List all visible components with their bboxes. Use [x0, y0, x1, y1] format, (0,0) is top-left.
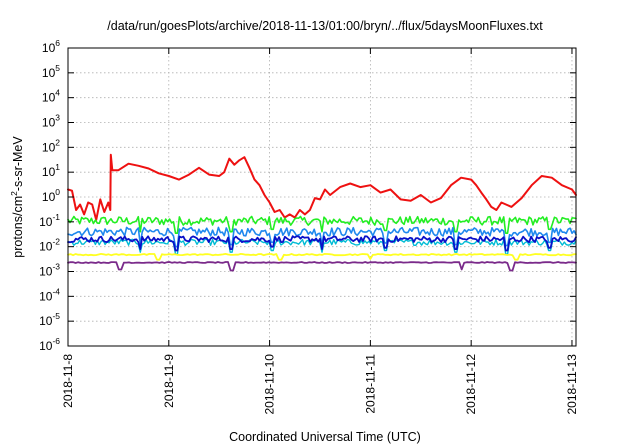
y-tick-label: 106 — [42, 38, 60, 55]
y-tick-label-base: 10 — [42, 66, 56, 80]
y-tick-label-base: 10 — [42, 91, 56, 105]
y-tick-label-exponent: 1 — [55, 162, 60, 172]
y-tick-label-base: 10 — [42, 165, 56, 179]
y-tick-label-exponent: -3 — [52, 262, 60, 272]
x-tick-label: 2018-11-9 — [162, 354, 176, 408]
y-axis-title-exponent: 2 — [9, 191, 19, 196]
series-line-4 — [67, 235, 577, 252]
y-tick-label-base: 10 — [42, 41, 56, 55]
x-axis-tick-labels: 2018-11-8 2018-11-9 2018-11-10 2018-11-11 20… — [61, 354, 579, 415]
y-tick-label: 101 — [42, 162, 60, 179]
data-series — [67, 153, 577, 272]
x-tick-label: 2018-11-8 — [61, 354, 75, 408]
y-tick-label-exponent: -4 — [52, 286, 60, 296]
series-line-6 — [67, 261, 577, 272]
y-tick-label-exponent: 4 — [55, 88, 60, 98]
y-tick-label-base: 10 — [42, 140, 56, 154]
plot-frame — [67, 47, 577, 347]
y-tick-label: 102 — [42, 137, 60, 154]
y-tick-label: 10-3 — [39, 262, 60, 279]
y-tick-label: 10-5 — [39, 311, 60, 328]
y-tick-label-exponent: 6 — [55, 38, 60, 48]
series-line-5 — [67, 253, 577, 261]
y-tick-label: 104 — [42, 88, 60, 105]
chart-title: /data/run/goesPlots/archive/2018-11-13/0… — [107, 19, 543, 33]
series-line-1 — [67, 215, 577, 234]
y-tick-label-base: 10 — [39, 240, 53, 254]
x-tick-label: 2018-11-11 — [363, 354, 377, 414]
y-tick-label-base: 10 — [39, 289, 53, 303]
series-line-3 — [67, 238, 577, 255]
y-tick-label-base: 10 — [39, 265, 53, 279]
y-tick-label: 10-1 — [39, 212, 60, 229]
x-tick-label: 2018-11-13 — [565, 354, 579, 415]
y-axis-title: protons/cm2-s-sr-MeV — [9, 136, 25, 258]
y-tick-label: 103 — [42, 113, 60, 130]
y-tick-label-exponent: 3 — [55, 113, 60, 123]
y-tick-label-exponent: -5 — [52, 311, 60, 321]
y-axis-tick-labels: 10610510410310210110010-110-210-310-410-… — [39, 38, 60, 353]
y-tick-label-base: 10 — [42, 190, 56, 204]
y-tick-label-base: 10 — [39, 314, 53, 328]
series-line-0 — [67, 153, 577, 221]
y-tick-label-exponent: -1 — [52, 212, 60, 222]
y-tick-label-exponent: 2 — [55, 137, 60, 147]
x-axis-title: Coordinated Universal Time (UTC) — [229, 430, 421, 444]
y-tick-label-exponent: 0 — [55, 187, 60, 197]
y-tick-label-exponent: -2 — [52, 237, 60, 247]
y-tick-label: 105 — [42, 63, 60, 80]
y-axis-title-base: protons/cm — [11, 196, 25, 258]
y-tick-label-base: 10 — [39, 215, 53, 229]
y-tick-label-exponent: -6 — [52, 336, 60, 346]
y-tick-label-exponent: 5 — [55, 63, 60, 73]
y-tick-label: 10-2 — [39, 237, 60, 254]
y-axis-title-suffix: -s-sr-MeV — [11, 136, 25, 192]
y-tick-label: 10-4 — [39, 286, 60, 303]
x-tick-label: 2018-11-12 — [464, 354, 478, 415]
x-tick-label: 2018-11-10 — [263, 354, 277, 415]
y-tick-label-base: 10 — [42, 116, 56, 130]
y-tick-label-base: 10 — [39, 339, 53, 353]
y-tick-label: 10-6 — [39, 336, 60, 353]
y-tick-label: 100 — [42, 187, 60, 204]
